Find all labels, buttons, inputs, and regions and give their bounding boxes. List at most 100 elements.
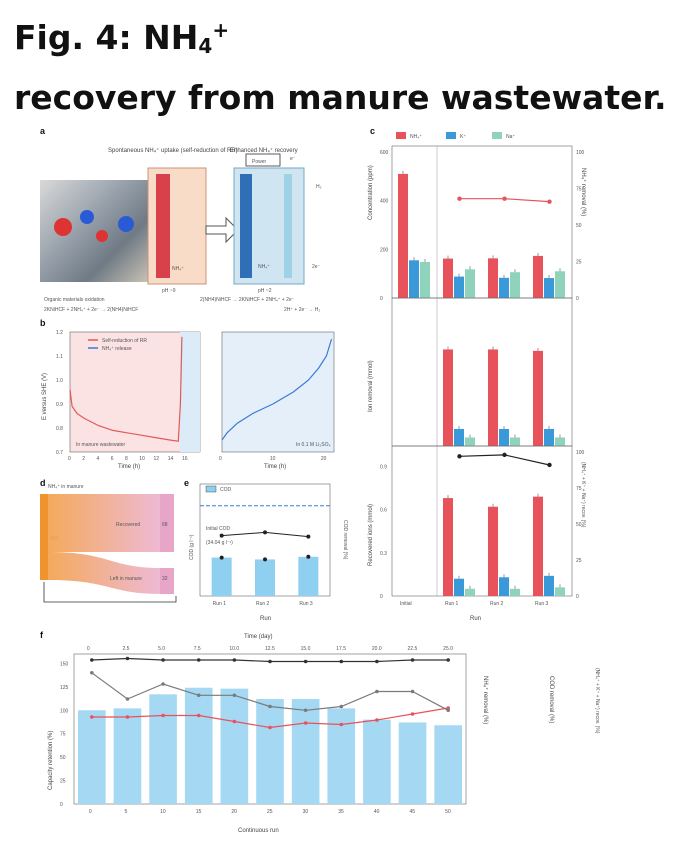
c3-ytick-label: 0.9	[380, 464, 387, 470]
f-line-point	[196, 713, 201, 718]
f-line-point	[161, 658, 165, 662]
c-bar	[488, 349, 498, 446]
f-line-point	[303, 721, 308, 725]
c-bar	[443, 349, 453, 446]
e-bar-point	[219, 555, 224, 560]
f-bar	[149, 694, 177, 804]
c-bar	[544, 575, 554, 596]
f-top-tick-label: 0	[87, 646, 90, 652]
f-line-point	[446, 658, 450, 662]
f-line-point	[410, 712, 415, 716]
a-nh4-right: NH₄⁺	[258, 264, 270, 270]
f-line-point	[125, 715, 130, 719]
c3-ylabel: Recovered ions (mmol)	[368, 504, 374, 566]
f-xtick-label: 30	[303, 809, 309, 815]
f-xtick-label: 15	[196, 809, 202, 815]
d-source-node	[40, 494, 48, 580]
c-ytick-right-label: 50	[576, 223, 582, 229]
f-xtick-label: 10	[160, 809, 166, 815]
title-suffix: recovery from manure wastewater.	[14, 78, 667, 117]
b-right-frame	[221, 331, 335, 453]
panel-letter-b: b	[40, 318, 46, 328]
c-bar	[465, 588, 475, 596]
f-ylabel-left: Capacity retention (%)	[48, 731, 54, 790]
c-bar	[443, 498, 453, 596]
e-removal-point	[219, 533, 224, 538]
c-ytick-right-label: 25	[576, 260, 582, 266]
f-line-point	[375, 718, 379, 722]
b-xlabel-left: Time (h)	[118, 464, 140, 470]
f-line-point	[339, 722, 344, 727]
f-line-point	[339, 704, 344, 709]
c-ytick-label: 400	[380, 199, 389, 205]
f-xtick-label: 40	[374, 809, 380, 815]
b-right-xtick-label: 10	[270, 456, 276, 462]
f-top-tick-label: 5.0	[158, 646, 165, 652]
c-legend-nh4: NH₄⁺	[410, 134, 422, 140]
a-reaction-left: Organic materials oxidation	[44, 297, 105, 303]
c-bar	[499, 428, 509, 446]
b-legend-2: NH₄⁺ release	[102, 346, 132, 352]
f-line-point	[125, 656, 130, 661]
d-left-flow	[48, 552, 160, 594]
f-top-tick-label: 22.5	[408, 646, 418, 652]
b-ylabel: E versus SHE (V)	[42, 373, 48, 420]
e-xtick-label: Run 3	[299, 601, 313, 607]
c-frame	[391, 445, 573, 597]
e-chart: Run 1 Run 2 Run 3	[200, 505, 330, 607]
process-arrow	[205, 216, 239, 244]
c-bar	[454, 276, 464, 298]
b-left-xtick-label: 4	[97, 456, 100, 462]
f-ylabel-r2: COD removal (%)	[548, 676, 554, 723]
photo-blue-cap	[80, 210, 94, 224]
c-secondary-point	[547, 199, 552, 204]
c-bar	[398, 173, 408, 298]
c-frame	[391, 297, 573, 447]
c3-ytick-right-label: 0	[576, 594, 579, 600]
d-recovered-flow	[48, 494, 160, 552]
b-left-xtick-label: 16	[182, 456, 188, 462]
a-left-heading: Spontaneous NH₄⁺ uptake (self-reduction …	[108, 147, 238, 154]
c-ytick-label: 600	[380, 150, 389, 156]
panel-letter-c: c	[370, 126, 376, 136]
f-top-tick-label: 7.5	[194, 646, 201, 652]
f-line-point	[268, 659, 272, 664]
c-bar	[533, 350, 543, 446]
b-ytick-label: 1.1	[56, 354, 63, 360]
f-top-tick-label: 10.0	[229, 646, 239, 652]
c-bar	[443, 258, 453, 298]
c-bar	[533, 496, 543, 596]
c2-ylabel: Ion removal (mmol)	[368, 360, 374, 412]
f-xtick-label: 35	[338, 809, 344, 815]
photo-red-connector	[96, 230, 108, 242]
c-ylabel: Concentration (ppm)	[368, 165, 374, 220]
f-line-point	[125, 697, 130, 701]
f-ytick-label: 50	[60, 755, 66, 761]
d-recycle-arrow	[43, 582, 177, 603]
b-left-xtick-label: 0	[68, 456, 71, 462]
right-electrode-cathode	[284, 174, 292, 278]
c-bar	[465, 269, 475, 298]
b-right-xtick-label: 20	[321, 456, 327, 462]
d-left-value: 32	[162, 576, 168, 582]
panel-letter-e: e	[184, 478, 190, 488]
panel-letter-a: a	[40, 126, 46, 136]
b-legend-1: Self-reduction of RR	[102, 338, 147, 344]
f-line-point	[303, 708, 308, 713]
e-bar	[211, 557, 232, 596]
a-nh4-left: NH₄⁺	[172, 266, 184, 272]
b-right-note: In 0.1 M Li₂SO₄	[296, 442, 331, 448]
c-xtick-label: Run 3	[535, 601, 549, 607]
e-removal-point	[306, 534, 311, 539]
c-secondary-point	[457, 196, 462, 201]
b-left-xtick-label: 6	[111, 456, 114, 462]
c-bar	[488, 258, 498, 298]
f-top-tick-label: 17.5	[336, 646, 346, 652]
f-line-point	[339, 659, 344, 664]
figure-title: Fig. 4: NH4+ recovery from manure wastew…	[14, 4, 694, 124]
c-bar	[510, 588, 520, 596]
c-ytick-right-label: 100	[576, 150, 585, 156]
f-ytick-label: 25	[60, 779, 66, 785]
b-ytick-label: 1.2	[56, 330, 63, 336]
c-bar	[488, 506, 498, 596]
